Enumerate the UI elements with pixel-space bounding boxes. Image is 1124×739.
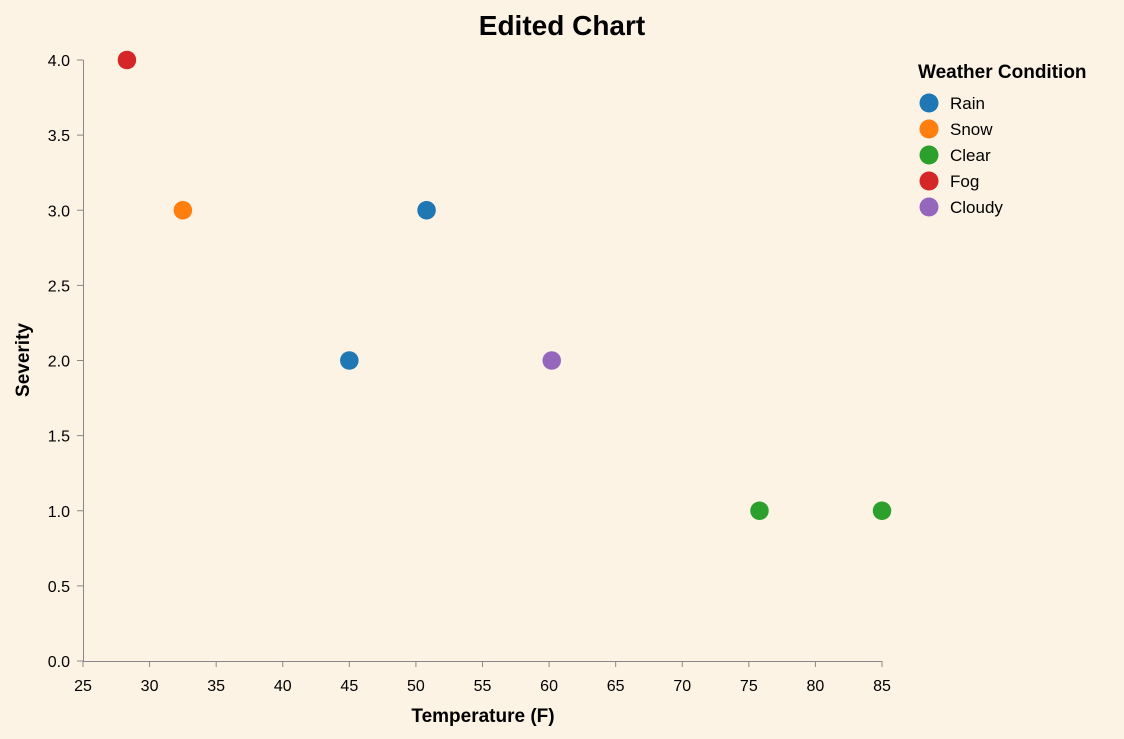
x-tick-label: 55 bbox=[474, 678, 492, 695]
y-tick-label: 3.5 bbox=[48, 128, 70, 145]
legend-swatch-clear bbox=[919, 145, 939, 165]
x-tick-label: 65 bbox=[607, 678, 625, 695]
y-tick-label: 3.0 bbox=[48, 203, 70, 220]
x-tick-label: 70 bbox=[673, 678, 691, 695]
data-point-snow bbox=[173, 200, 193, 220]
data-point-clear bbox=[872, 501, 892, 521]
x-tick-label: 80 bbox=[807, 678, 825, 695]
data-point-rain bbox=[339, 350, 360, 371]
legend-swatch-cloudy bbox=[919, 197, 939, 217]
x-tick-label: 45 bbox=[340, 678, 358, 695]
y-tick-label: 1.5 bbox=[48, 429, 70, 446]
y-tick-label: 2.5 bbox=[48, 278, 70, 295]
y-tick-label: 0.5 bbox=[48, 579, 70, 596]
legend-label-snow: Snow bbox=[950, 120, 993, 139]
legend-swatch-fog bbox=[919, 171, 939, 191]
legend-label-clear: Clear bbox=[950, 146, 991, 165]
data-point-cloudy bbox=[541, 350, 562, 371]
legend-label-fog: Fog bbox=[950, 172, 979, 191]
x-tick-label: 60 bbox=[540, 678, 558, 695]
y-tick-label: 2.0 bbox=[48, 354, 70, 371]
x-tick-label: 35 bbox=[207, 678, 225, 695]
x-tick-label: 25 bbox=[74, 678, 92, 695]
x-tick-label: 40 bbox=[274, 678, 292, 695]
data-point-fog bbox=[117, 50, 137, 70]
x-tick-label: 50 bbox=[407, 678, 425, 695]
x-tick-label: 30 bbox=[141, 678, 159, 695]
data-points bbox=[117, 50, 892, 521]
legend-swatch-snow bbox=[919, 119, 939, 139]
x-axis-title: Temperature (F) bbox=[411, 706, 554, 727]
x-tick-label: 85 bbox=[873, 678, 891, 695]
y-tick-label: 4.0 bbox=[48, 53, 70, 70]
legend-title: Weather Condition bbox=[918, 62, 1087, 83]
x-tick-label: 75 bbox=[740, 678, 758, 695]
y-axis-title: Severity bbox=[13, 323, 34, 397]
legend-label-rain: Rain bbox=[950, 94, 985, 113]
legend: Weather Condition Rain Snow Clear Fog Cloudy bbox=[918, 62, 1087, 217]
axes: 25 30 35 40 45 50 55 60 65 70 75 80 85 0.0 0.5 1.0 1.5 2.… bbox=[48, 53, 891, 695]
y-tick-label: 0.0 bbox=[48, 654, 70, 671]
data-point-rain bbox=[416, 200, 437, 220]
legend-label-cloudy: Cloudy bbox=[950, 198, 1003, 217]
y-tick-label: 1.0 bbox=[48, 504, 70, 521]
legend-swatch-rain bbox=[919, 93, 939, 113]
data-point-clear bbox=[749, 501, 770, 521]
chart-title: Edited Chart bbox=[479, 10, 645, 41]
